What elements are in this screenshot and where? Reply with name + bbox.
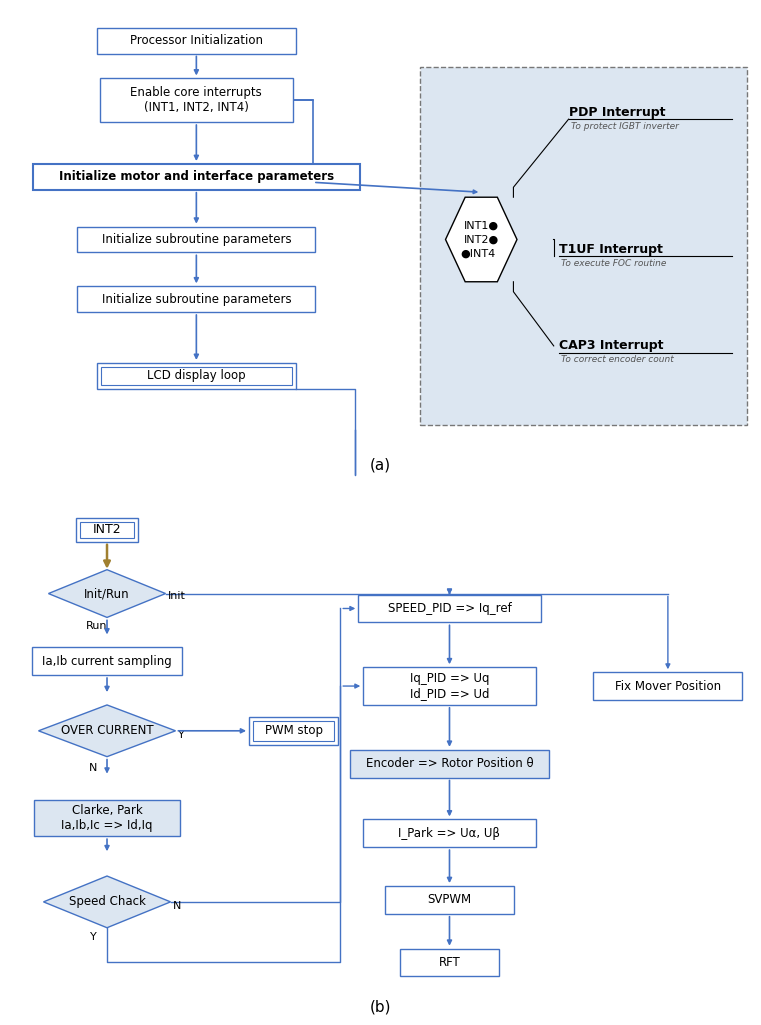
Text: N: N (89, 763, 97, 773)
FancyBboxPatch shape (350, 749, 549, 778)
Text: To execute FOC routine: To execute FOC routine (561, 259, 666, 268)
Text: INT2: INT2 (93, 524, 121, 536)
Text: Enable core interrupts
(INT1, INT2, INT4): Enable core interrupts (INT1, INT2, INT4… (130, 86, 263, 114)
Text: Initialize motor and interface parameters: Initialize motor and interface parameter… (59, 170, 334, 183)
FancyBboxPatch shape (363, 819, 537, 848)
Text: Init/Run: Init/Run (84, 587, 130, 600)
FancyBboxPatch shape (97, 363, 295, 388)
Text: RFT: RFT (438, 956, 460, 969)
Text: T1UF Interrupt: T1UF Interrupt (559, 243, 663, 256)
Text: SPEED_PID => Iq_ref: SPEED_PID => Iq_ref (387, 602, 511, 615)
Text: PWM stop: PWM stop (265, 725, 323, 737)
FancyBboxPatch shape (594, 672, 742, 700)
Polygon shape (43, 876, 170, 928)
Text: Initialize subroutine parameters: Initialize subroutine parameters (101, 233, 291, 246)
Polygon shape (445, 197, 517, 282)
Text: Run: Run (86, 621, 108, 631)
Text: To protect IGBT inverter: To protect IGBT inverter (571, 122, 679, 130)
Text: Fix Mover Position: Fix Mover Position (615, 680, 721, 693)
FancyBboxPatch shape (33, 164, 360, 190)
Text: OVER CURRENT: OVER CURRENT (61, 725, 153, 737)
Text: PDP Interrupt: PDP Interrupt (568, 106, 665, 119)
FancyBboxPatch shape (363, 667, 537, 705)
Text: (a): (a) (369, 458, 390, 473)
FancyBboxPatch shape (358, 594, 541, 622)
Text: To correct encoder count: To correct encoder count (561, 356, 673, 364)
Text: Encoder => Rotor Position θ: Encoder => Rotor Position θ (366, 757, 533, 770)
Text: Ia,Ib current sampling: Ia,Ib current sampling (42, 655, 172, 667)
Text: Y: Y (177, 730, 184, 740)
Text: CAP3 Interrupt: CAP3 Interrupt (559, 339, 663, 353)
Text: I_Park => Uα, Uβ: I_Park => Uα, Uβ (399, 827, 501, 839)
FancyBboxPatch shape (33, 801, 180, 836)
Text: SVPWM: SVPWM (428, 894, 472, 906)
Text: (b): (b) (369, 999, 390, 1015)
Text: Clarke, Park
Ia,Ib,Ic => Id,Iq: Clarke, Park Ia,Ib,Ic => Id,Iq (62, 805, 153, 832)
Text: N: N (173, 901, 181, 911)
Text: Speed Chack: Speed Chack (68, 896, 145, 908)
FancyBboxPatch shape (385, 886, 514, 914)
FancyBboxPatch shape (97, 28, 295, 53)
Text: Iq_PID => Uq
Id_PID => Ud: Iq_PID => Uq Id_PID => Ud (409, 672, 489, 700)
FancyBboxPatch shape (249, 716, 339, 745)
Polygon shape (39, 705, 176, 756)
FancyBboxPatch shape (77, 286, 316, 312)
Text: Processor Initialization: Processor Initialization (130, 34, 263, 47)
Text: Initialize subroutine parameters: Initialize subroutine parameters (101, 293, 291, 305)
FancyBboxPatch shape (31, 647, 183, 675)
Text: INT2●: INT2● (463, 235, 499, 245)
Text: INT1●: INT1● (463, 220, 498, 231)
FancyBboxPatch shape (76, 518, 138, 542)
Polygon shape (49, 570, 166, 617)
FancyBboxPatch shape (400, 948, 499, 977)
FancyBboxPatch shape (420, 68, 747, 425)
Text: LCD display loop: LCD display loop (147, 369, 246, 382)
Text: Init: Init (167, 590, 186, 601)
Text: Y: Y (91, 932, 97, 942)
Text: ●INT4: ●INT4 (460, 248, 496, 258)
FancyBboxPatch shape (100, 78, 293, 122)
FancyBboxPatch shape (77, 227, 316, 252)
